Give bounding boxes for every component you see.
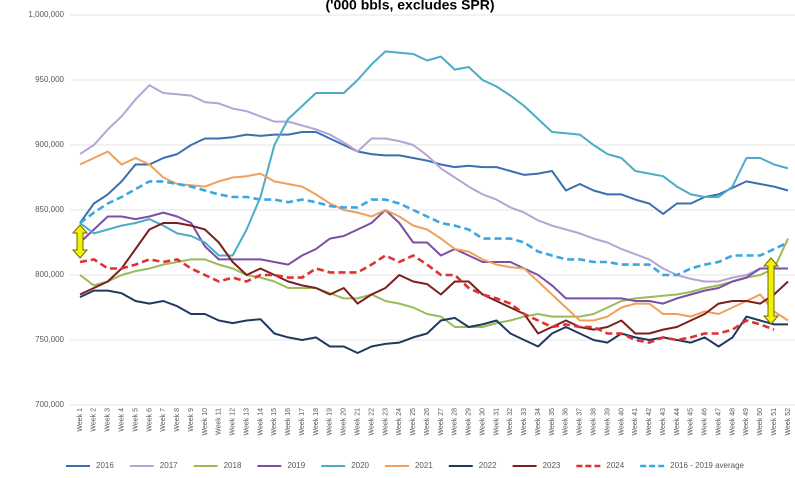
legend-label: 2023 (543, 461, 561, 470)
y-tick-label: 750,000 (35, 335, 64, 344)
x-tick-label: Week 29 (466, 408, 473, 436)
x-tick-label: Week 44 (674, 408, 681, 436)
x-tick-label: Week 48 (729, 408, 736, 436)
x-tick-label: Week 41 (632, 408, 639, 436)
x-tick-label: Week 18 (313, 408, 320, 436)
x-tick-label: Week 16 (285, 408, 292, 436)
x-tick-label: Week 51 (771, 408, 778, 436)
x-tick-label: Week 49 (743, 408, 750, 436)
legend-label: 2022 (479, 461, 497, 470)
x-tick-label: Week 3 (105, 408, 112, 432)
x-tick-label: Week 43 (660, 408, 667, 436)
x-tick-label: Week 35 (549, 408, 556, 436)
legend-label: 2016 - 2019 average (670, 461, 744, 470)
series-line (79, 209, 788, 305)
arrow-start (71, 224, 89, 259)
x-tick-label: Week 15 (271, 408, 278, 436)
series-line (79, 238, 789, 328)
y-tick-label: 800,000 (35, 270, 64, 279)
x-tick-label: Week 38 (590, 408, 597, 436)
x-tick-label: Week 2 (91, 408, 98, 432)
x-tick-label: Week 20 (341, 408, 348, 436)
series-line (79, 50, 789, 257)
legend-label: 2017 (160, 461, 178, 470)
legend-label: 2018 (224, 461, 242, 470)
x-tick-label: Week 30 (479, 408, 486, 436)
legend-label: 2019 (287, 461, 305, 470)
series-line (79, 289, 788, 354)
x-tick-label: Week 9 (188, 408, 195, 432)
x-tick-label: Week 40 (618, 408, 625, 436)
arrow-end (762, 257, 780, 325)
x-tick-label: Week 22 (368, 408, 375, 436)
x-tick-label: Week 39 (604, 408, 611, 436)
x-tick-label: Week 50 (757, 408, 764, 436)
y-tick-label: 850,000 (35, 205, 64, 214)
range-arrow (71, 224, 780, 325)
y-tick-label: 700,000 (35, 400, 64, 409)
series-line (79, 131, 789, 224)
x-tick-label: Week 11 (216, 408, 223, 435)
x-tick-label: Week 46 (702, 408, 709, 436)
x-tick-label: Week 31 (493, 408, 500, 436)
y-tick-label: 950,000 (35, 75, 64, 84)
x-tick-label: Week 7 (160, 408, 167, 432)
x-tick-label: Week 6 (146, 408, 153, 432)
x-tick-label: Week 10 (202, 408, 209, 436)
series-line (79, 222, 789, 335)
x-tick-label: Week 8 (174, 408, 181, 432)
series-line (79, 180, 789, 277)
x-tick-label: Week 47 (715, 408, 722, 436)
grid: 700,000 750,000 800,000 850,000 900,000 950,0… (28, 10, 795, 436)
legend-label: 2021 (415, 461, 433, 470)
x-tick-label: Week 33 (521, 408, 528, 436)
legend-label: 2020 (351, 461, 369, 470)
x-tick-label: Week 23 (382, 408, 389, 436)
x-tick-label: Week 36 (563, 408, 570, 436)
x-tick-label: Week 26 (424, 408, 431, 436)
x-tick-label: Week 27 (438, 408, 445, 436)
legend-label: 2024 (606, 461, 624, 470)
series-line (79, 150, 789, 322)
chart-title: ('000 bbls, excludes SPR) (325, 0, 494, 13)
x-tick-label: Week 45 (688, 408, 695, 436)
x-tick-label: Week 32 (507, 408, 514, 436)
series-line (79, 84, 788, 283)
y-tick-label: 1,000,000 (28, 10, 64, 19)
x-tick-label: Week 52 (785, 408, 792, 436)
legend-label: 2016 (96, 461, 114, 470)
x-tick-label: Week 4 (118, 408, 125, 432)
y-tick-label: 900,000 (35, 140, 64, 149)
series-line (79, 254, 775, 344)
x-tick-label: Week 25 (410, 408, 417, 436)
x-tick-label: Week 5 (132, 408, 139, 432)
lines (79, 50, 789, 354)
x-tick-label: Week 42 (646, 408, 653, 436)
x-tick-label: Week 13 (243, 408, 250, 436)
x-tick-label: Week 12 (230, 408, 237, 436)
x-tick-label: Week 21 (354, 408, 361, 436)
x-tick-label: Week 1 (77, 408, 84, 432)
x-tick-label: Week 37 (577, 408, 584, 436)
legend: 2016 2017 2018 2019 2020 2021 2022 2023 2024 2016… (66, 461, 745, 470)
x-tick-label: Week 34 (535, 408, 542, 436)
x-tick-label: Week 17 (299, 408, 306, 436)
x-tick-label: Week 28 (452, 408, 459, 436)
x-tick-label: Week 24 (396, 408, 403, 436)
x-tick-label: Week 19 (327, 408, 334, 436)
x-tick-label: Week 14 (257, 408, 264, 436)
